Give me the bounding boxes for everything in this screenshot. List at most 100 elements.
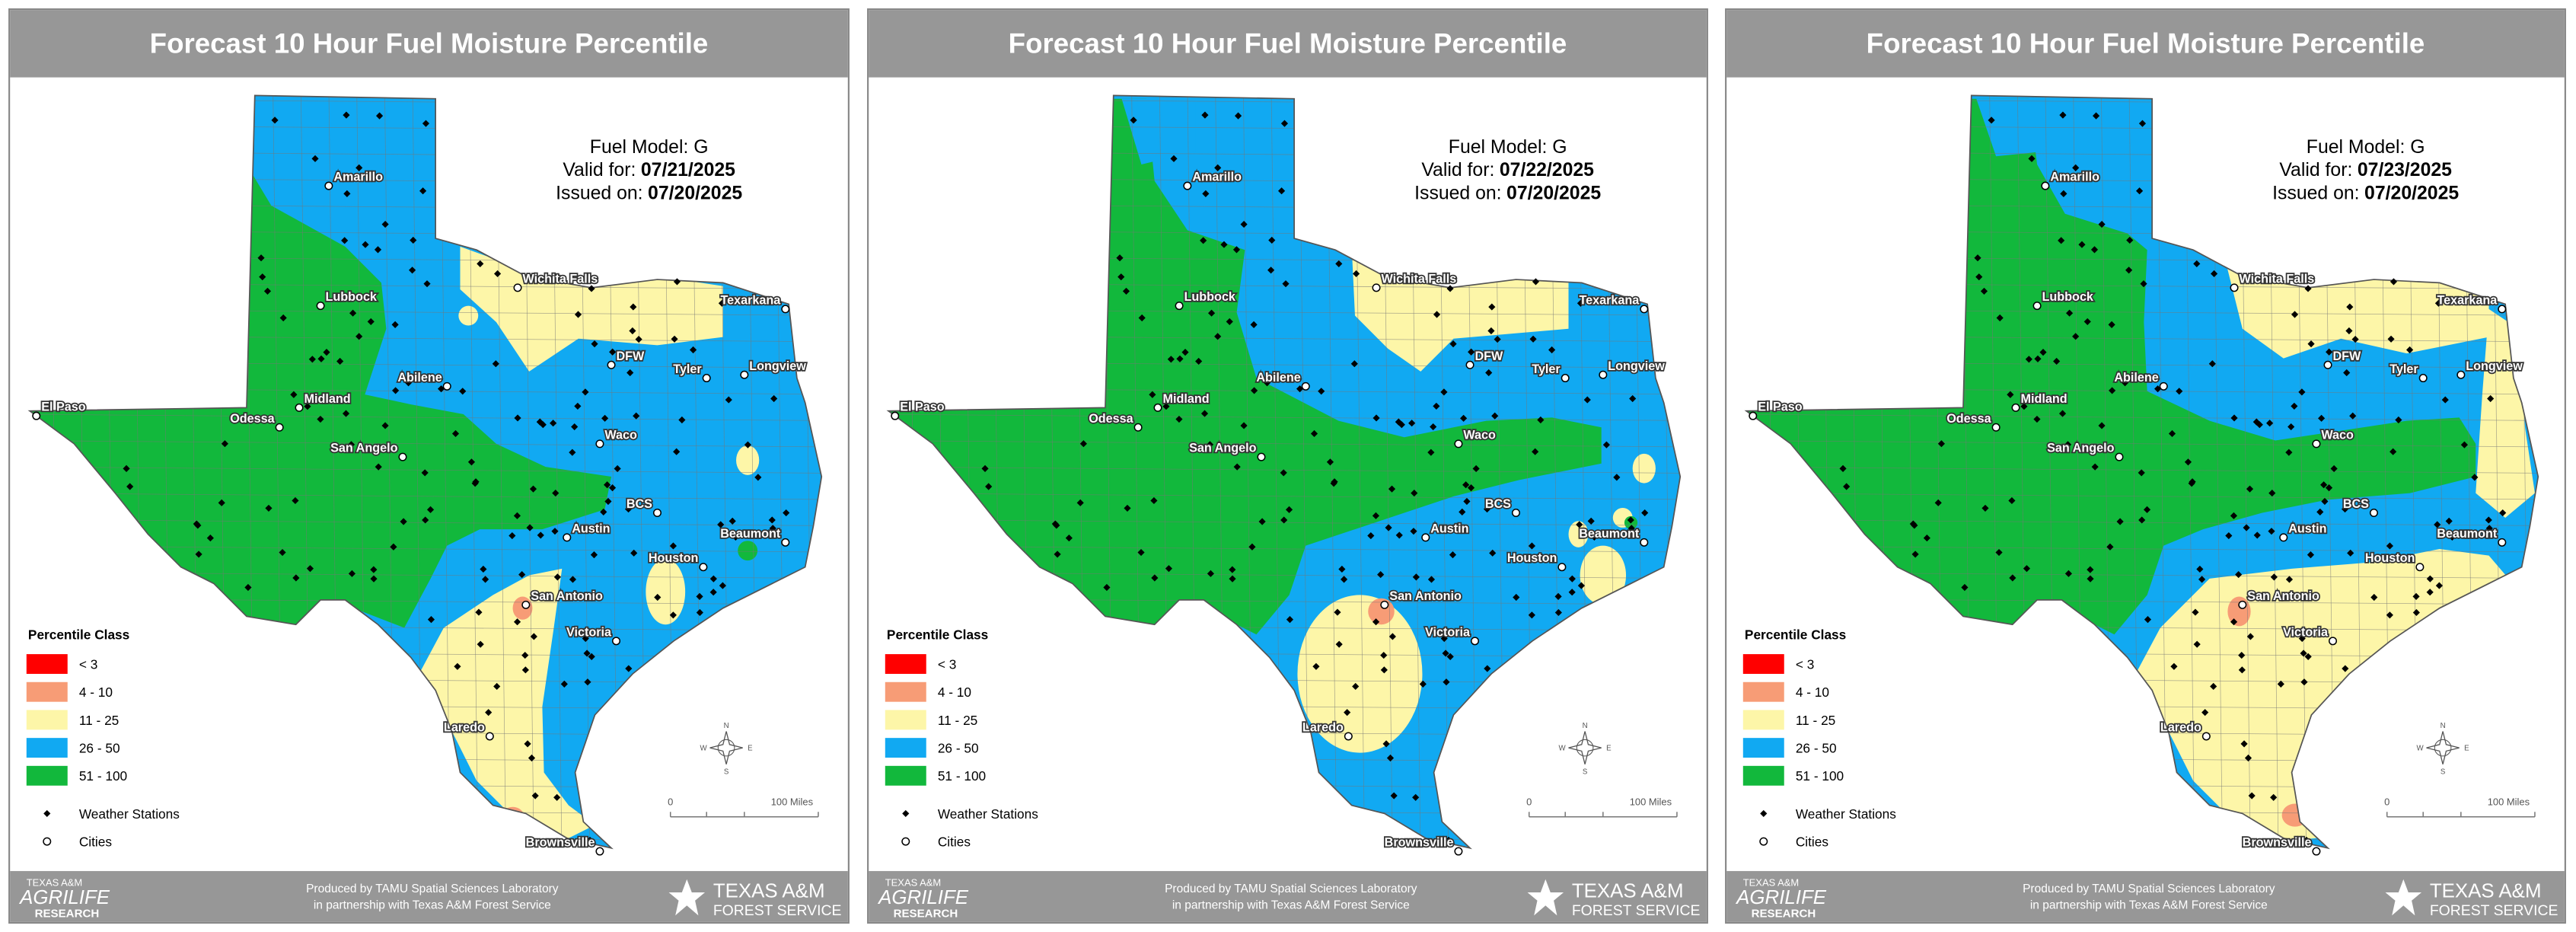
city-label: San Angelo — [2047, 442, 2114, 455]
city-marker — [1454, 847, 1463, 856]
compass-e: E — [748, 744, 753, 752]
weather-station — [2058, 237, 2065, 244]
map-panel: Forecast 10 Hour Fuel Moisture Percentil… — [1725, 8, 2566, 924]
weather-station — [1151, 574, 1159, 582]
city-marker — [891, 411, 900, 420]
weather-station — [1532, 448, 1539, 455]
weather-station — [2320, 481, 2328, 489]
weather-station — [2072, 164, 2080, 171]
weather-station — [2341, 505, 2349, 513]
weather-station — [343, 111, 350, 119]
weather-station — [1282, 280, 1290, 288]
city-marker — [513, 283, 522, 292]
city-marker — [595, 439, 604, 448]
valid-label: Valid for: — [2279, 160, 2352, 180]
panel-title: Forecast 10 Hour Fuel Moisture Percentil… — [1009, 27, 1567, 59]
weather-station — [2230, 414, 2238, 422]
legend-city-symbol — [43, 837, 52, 846]
weather-station — [2270, 793, 2278, 801]
weather-station — [1462, 481, 1470, 489]
weather-station — [1335, 640, 1343, 648]
agrilife-top: TEXAS A&M — [27, 876, 82, 888]
city-label: Lubbock — [326, 290, 378, 304]
region — [738, 541, 758, 561]
issued-line: Issued on: 07/20/2025 — [2272, 183, 2459, 203]
legend-label: 11 - 25 — [938, 713, 977, 728]
weather-station — [2426, 589, 2434, 596]
weather-station — [678, 416, 686, 424]
weather-station — [783, 509, 790, 517]
weather-station — [569, 448, 576, 456]
city-label: Brownsville — [2243, 836, 2312, 850]
county-line — [888, 413, 1681, 422]
valid-label: Valid for: — [563, 160, 636, 180]
city-marker — [1380, 600, 1389, 609]
weather-station — [624, 505, 633, 513]
weather-station — [1103, 583, 1111, 592]
weather-station — [530, 633, 537, 640]
weather-station — [2342, 665, 2349, 672]
city-marker — [295, 403, 304, 412]
weather-station — [518, 570, 526, 579]
footer — [1726, 870, 2565, 922]
county-line — [30, 519, 822, 527]
city-label: Lubbock — [2042, 290, 2094, 304]
weather-station — [1318, 388, 1325, 395]
weather-station — [2343, 369, 2351, 377]
weather-station — [1488, 303, 1496, 311]
city-label: Abilene — [1256, 371, 1300, 385]
weather-station — [1167, 356, 1175, 363]
weather-station — [1587, 517, 1595, 525]
compass-w: W — [1559, 744, 1567, 752]
city-label: Abilene — [2114, 371, 2158, 385]
footer-line1: Produced by TAMU Spatial Sciences Labora… — [306, 883, 559, 895]
weather-station — [2253, 531, 2261, 539]
city-marker — [2032, 302, 2042, 311]
weather-station — [304, 403, 311, 410]
region — [1121, 98, 1196, 165]
weather-station — [1149, 391, 1156, 398]
weather-station — [370, 566, 378, 573]
weather-station — [451, 429, 460, 438]
city-marker — [1372, 283, 1381, 292]
county-line — [888, 493, 1681, 500]
weather-station — [341, 237, 349, 244]
legend-label: < 3 — [79, 657, 97, 672]
compass-ring — [717, 739, 735, 757]
weather-station — [1195, 357, 1203, 365]
weather-station — [590, 551, 598, 559]
weather-station — [1367, 531, 1375, 540]
city-label: Midland — [304, 392, 350, 406]
weather-station — [1472, 464, 1480, 473]
weather-station — [1206, 441, 1214, 448]
weather-station — [1385, 524, 1392, 531]
legend-label: 26 - 50 — [938, 741, 979, 756]
weather-station — [1138, 314, 1146, 322]
weather-station — [2058, 410, 2067, 417]
weather-station — [584, 678, 591, 686]
weather-station — [2445, 517, 2453, 525]
weather-station — [2108, 321, 2115, 328]
panel-title: Forecast 10 Hour Fuel Moisture Percentil… — [150, 27, 709, 59]
weather-station — [1170, 155, 1178, 162]
city-label: Beaumont — [2437, 527, 2498, 541]
weather-station — [669, 611, 677, 619]
legend-stations: Weather Stations — [938, 806, 1038, 822]
weather-station — [1388, 485, 1396, 493]
city-label: Amarillo — [2050, 171, 2099, 184]
agrilife-bottom: RESEARCH — [1752, 907, 1816, 920]
scale-start: 0 — [668, 796, 673, 808]
city-label: Victoria — [1425, 625, 1471, 639]
weather-station — [513, 618, 521, 626]
city-marker — [32, 411, 41, 420]
scale-start: 0 — [2384, 796, 2389, 808]
weather-station — [1484, 665, 1491, 672]
legend-swatch — [26, 738, 68, 758]
weather-station — [1446, 653, 1454, 660]
city-marker — [1640, 305, 1649, 314]
city-marker — [1561, 374, 1570, 383]
weather-station — [588, 653, 595, 660]
valid-date: 07/22/2025 — [1500, 160, 1594, 180]
compass-s: S — [2441, 768, 2446, 777]
map-panel: Forecast 10 Hour Fuel Moisture Percentil… — [867, 8, 1708, 924]
